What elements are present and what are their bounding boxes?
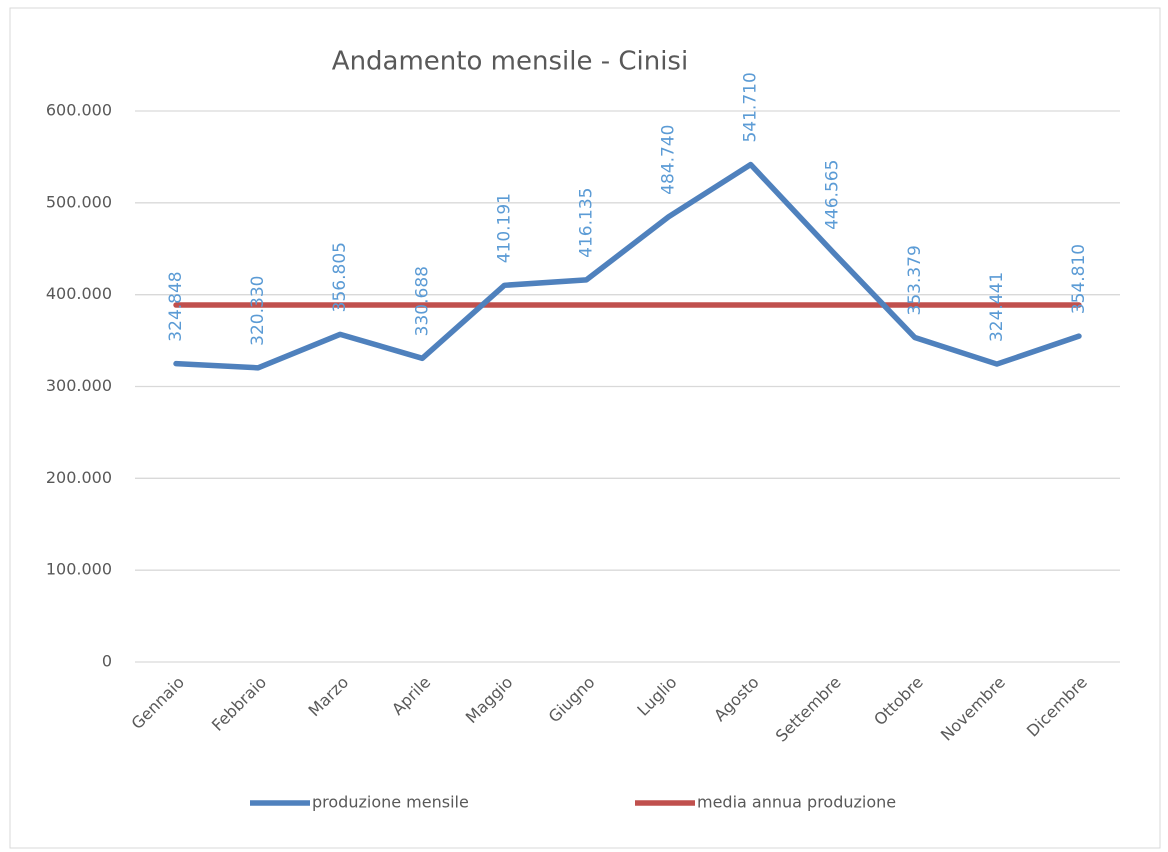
series-line <box>173 161 1082 371</box>
data-label: 416.135 <box>576 188 596 258</box>
data-label: 446.565 <box>823 160 843 230</box>
data-label: 353.379 <box>905 245 925 315</box>
legend-label: produzione mensile <box>312 793 469 812</box>
legend-label: media annua produzione <box>697 793 896 812</box>
y-tick-label: 300.000 <box>46 376 112 395</box>
data-label: 356.805 <box>330 242 350 312</box>
data-label: 484.740 <box>659 125 679 195</box>
y-tick-label: 0 <box>102 652 112 671</box>
chart-frame <box>9 7 1161 849</box>
y-tick-label: 400.000 <box>46 284 112 303</box>
y-tick-label: 600.000 <box>46 101 112 120</box>
y-tick-label: 100.000 <box>46 560 112 579</box>
y-tick-label: 500.000 <box>46 192 112 211</box>
data-label: 354.810 <box>1069 244 1089 314</box>
data-label: 324.441 <box>987 272 1007 342</box>
data-label: 320.330 <box>248 276 268 346</box>
data-label: 541.710 <box>741 72 761 142</box>
data-label: 324.848 <box>166 271 186 341</box>
y-tick-label: 200.000 <box>46 468 112 487</box>
chart-title: Andamento mensile - Cinisi <box>332 47 688 77</box>
data-label: 330.688 <box>412 266 432 336</box>
data-label: 410.191 <box>494 193 514 263</box>
